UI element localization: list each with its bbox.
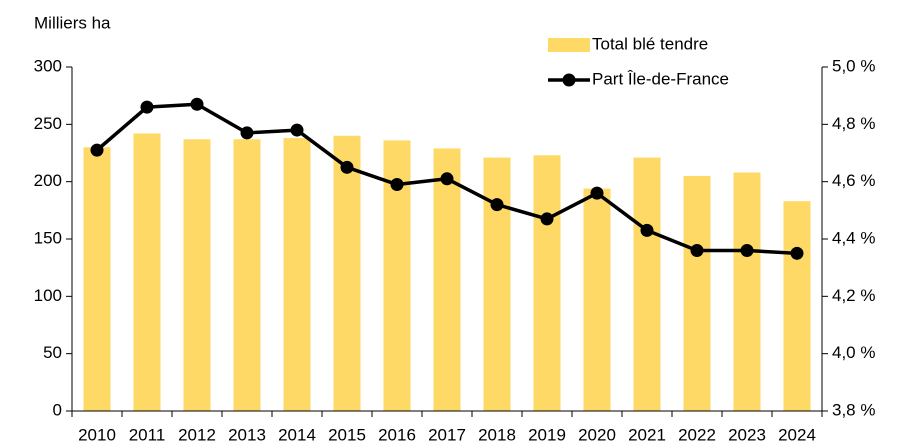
bar (433, 148, 461, 411)
legend-label: Part Île-de-France (592, 69, 729, 88)
y-tick-label: 50 (43, 343, 62, 362)
legend-label: Total blé tendre (592, 34, 708, 53)
line-marker (290, 123, 304, 137)
line-marker (490, 198, 504, 212)
y-tick-label: 200 (34, 171, 62, 190)
x-tick-label: 2023 (728, 425, 766, 443)
bar (133, 133, 161, 412)
line-marker (140, 100, 154, 114)
bar (233, 139, 261, 412)
x-tick-label: 2012 (178, 425, 216, 443)
line-marker (90, 143, 104, 157)
x-tick-label: 2019 (528, 425, 566, 443)
legend-swatch-marker (562, 73, 576, 87)
x-tick-label: 2021 (628, 425, 666, 443)
line-marker (790, 246, 804, 260)
bar (183, 139, 211, 412)
y2-tick-label: 5,0 % (832, 56, 875, 75)
y-axis-label: Milliers ha (34, 13, 111, 32)
y-tick-label: 300 (34, 56, 62, 75)
x-tick-label: 2024 (778, 425, 816, 443)
y2-tick-label: 4,6 % (832, 171, 875, 190)
bar (83, 147, 111, 411)
x-tick-label: 2017 (428, 425, 466, 443)
line-marker (590, 186, 604, 200)
x-tick-label: 2014 (278, 425, 316, 443)
bar (333, 135, 361, 412)
y-tick-label: 100 (34, 286, 62, 305)
bar (483, 157, 511, 411)
y2-tick-label: 4,4 % (832, 228, 875, 247)
y2-tick-label: 3,8 % (832, 400, 875, 419)
bar (783, 201, 811, 411)
line-marker (340, 160, 354, 174)
x-tick-label: 2022 (678, 425, 716, 443)
bar (583, 188, 611, 411)
legend-swatch (548, 38, 590, 52)
line-marker (740, 243, 754, 257)
line-marker (240, 126, 254, 140)
y-tick-label: 150 (34, 228, 62, 247)
x-tick-label: 2018 (478, 425, 516, 443)
line-marker (540, 212, 554, 226)
bar (633, 157, 661, 411)
bar (733, 172, 761, 411)
line-marker (640, 223, 654, 237)
x-tick-label: 2015 (328, 425, 366, 443)
x-tick-label: 2020 (578, 425, 616, 443)
bar (683, 175, 711, 411)
line-marker (390, 178, 404, 192)
line-marker (190, 97, 204, 111)
y-tick-label: 250 (34, 114, 62, 133)
y2-tick-label: 4,2 % (832, 286, 875, 305)
x-tick-label: 2010 (78, 425, 116, 443)
y2-tick-label: 4,0 % (832, 343, 875, 362)
x-tick-label: 2016 (378, 425, 416, 443)
bar (533, 155, 561, 411)
x-tick-label: 2013 (228, 425, 266, 443)
y-tick-label: 0 (53, 400, 62, 419)
bar (283, 138, 311, 412)
y2-tick-label: 4,8 % (832, 114, 875, 133)
x-tick-label: 2011 (129, 425, 166, 443)
line-marker (440, 172, 454, 186)
line-marker (690, 243, 704, 257)
